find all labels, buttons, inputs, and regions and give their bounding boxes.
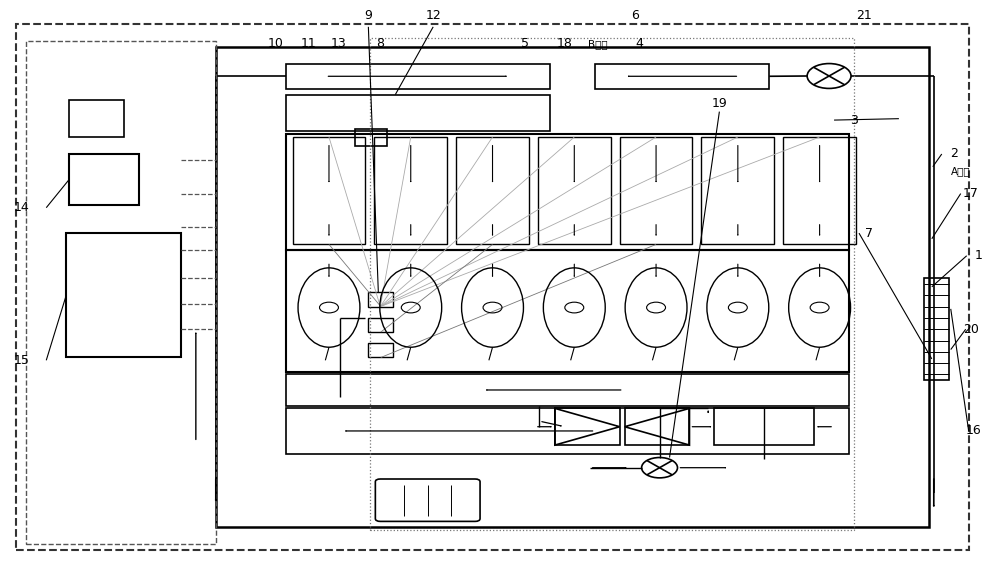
Text: 5: 5: [521, 37, 529, 51]
Text: 16: 16: [966, 424, 982, 437]
Text: 4: 4: [636, 37, 644, 51]
Bar: [701, 137, 774, 244]
Text: 14: 14: [13, 201, 29, 214]
Text: 17: 17: [963, 187, 979, 200]
Bar: [286, 134, 849, 250]
Bar: [625, 408, 689, 445]
Text: 18: 18: [557, 37, 573, 51]
Text: 1: 1: [975, 249, 983, 262]
Bar: [216, 47, 929, 527]
Bar: [456, 137, 529, 244]
Bar: [538, 137, 611, 244]
Bar: [286, 408, 849, 454]
Text: 15: 15: [13, 354, 29, 367]
Bar: [595, 64, 769, 89]
Bar: [293, 137, 365, 244]
Bar: [924, 278, 949, 380]
Text: 2: 2: [950, 148, 958, 161]
Bar: [286, 374, 849, 406]
Bar: [374, 137, 447, 244]
Bar: [66, 233, 181, 357]
Text: 6: 6: [631, 9, 639, 22]
Text: 10: 10: [268, 37, 284, 51]
Bar: [69, 154, 139, 205]
Text: 7: 7: [865, 227, 873, 240]
Text: 13: 13: [331, 37, 346, 51]
Bar: [368, 343, 393, 357]
Text: 9: 9: [364, 9, 372, 22]
Bar: [69, 101, 124, 137]
Bar: [368, 318, 393, 332]
Bar: [286, 95, 550, 131]
Bar: [555, 408, 620, 445]
Bar: [714, 408, 814, 445]
Bar: [783, 137, 856, 244]
Bar: [286, 250, 849, 371]
Text: 12: 12: [425, 9, 441, 22]
Bar: [370, 38, 854, 530]
Bar: [26, 41, 216, 544]
Text: 11: 11: [301, 37, 316, 51]
Bar: [286, 64, 550, 89]
Text: 19: 19: [712, 97, 727, 110]
Text: 21: 21: [856, 9, 872, 22]
Text: A回路: A回路: [951, 166, 970, 176]
Text: 20: 20: [963, 323, 979, 336]
Text: 3: 3: [850, 114, 858, 127]
Bar: [620, 137, 692, 244]
Bar: [368, 293, 393, 307]
Text: B回路: B回路: [588, 39, 607, 49]
Text: 8: 8: [376, 37, 384, 51]
Bar: [355, 128, 387, 145]
